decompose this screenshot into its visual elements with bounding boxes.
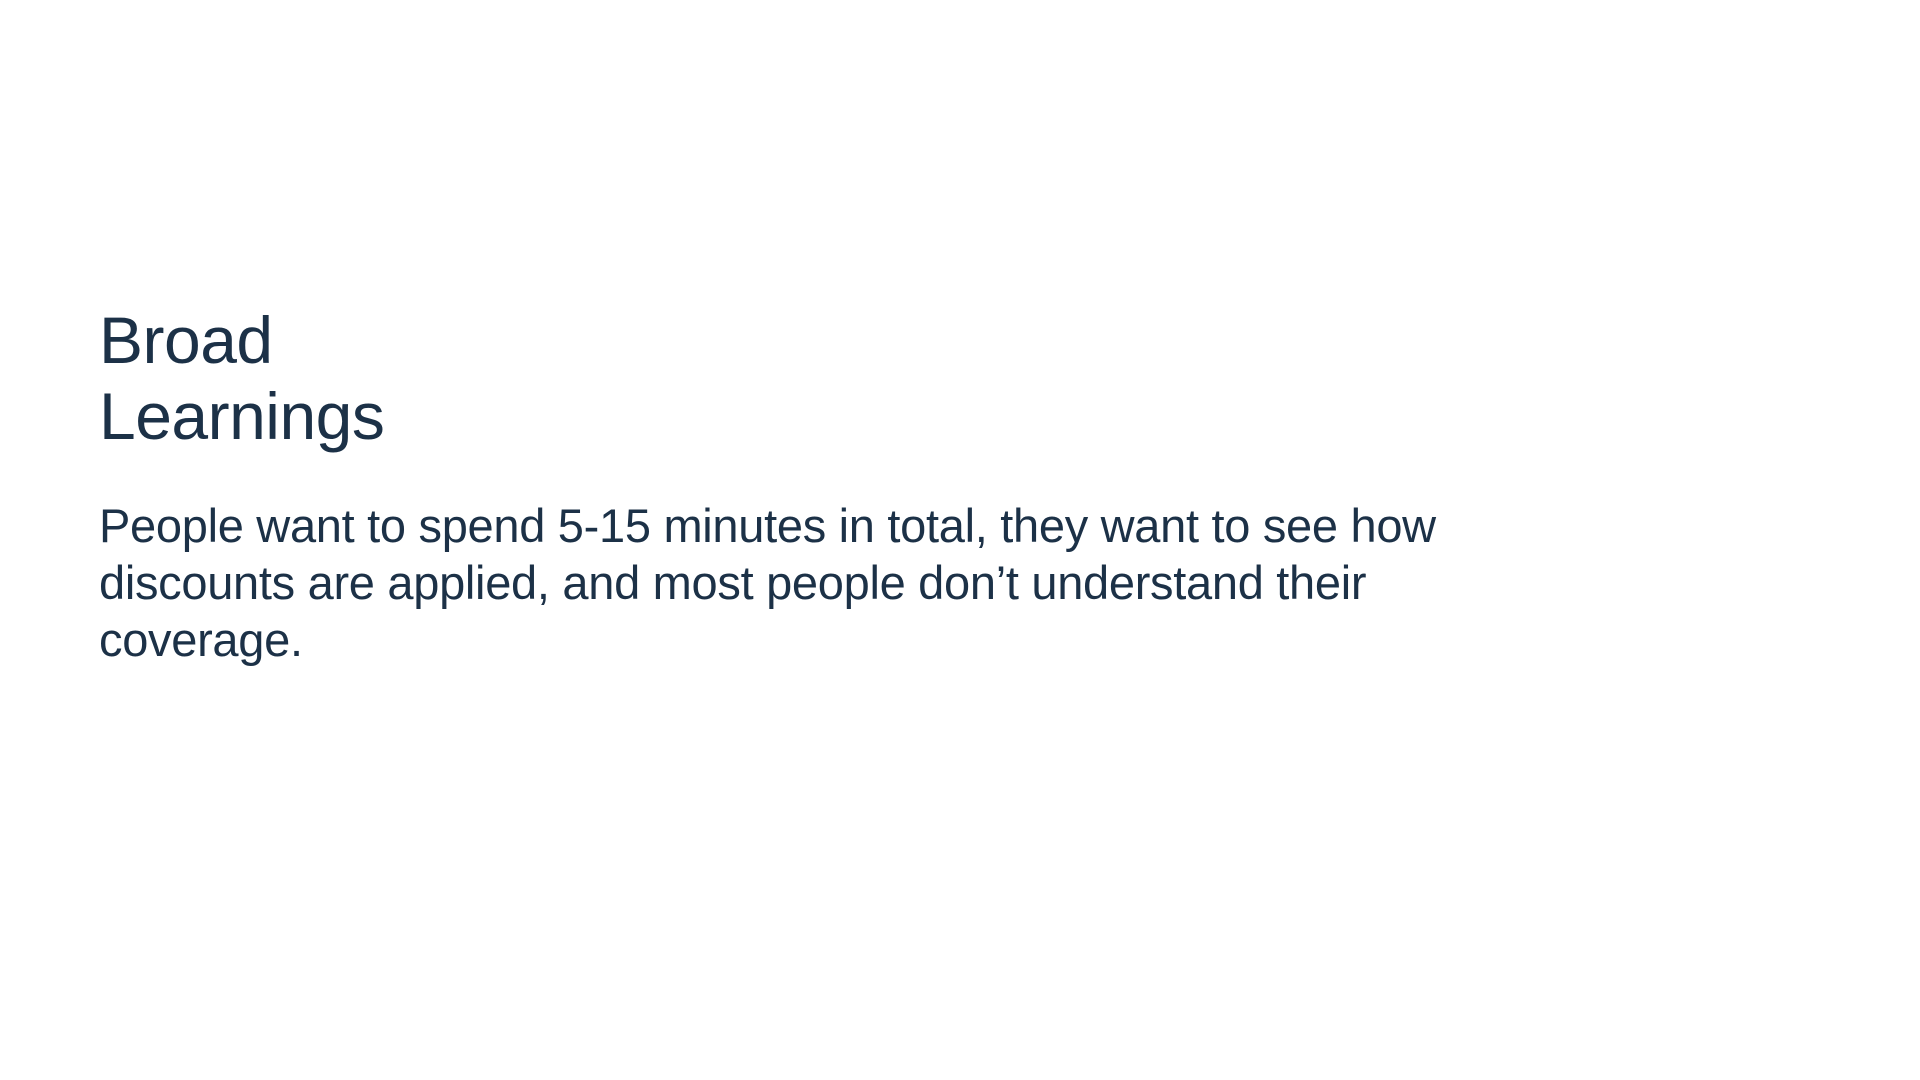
slide-body-text: People want to spend 5-15 minutes in tot… — [99, 499, 1436, 666]
slide-title-line-2: Learnings — [99, 379, 385, 453]
slide-title-line-1: Broad — [99, 303, 273, 377]
slide-title: Broad Learnings — [99, 302, 385, 454]
